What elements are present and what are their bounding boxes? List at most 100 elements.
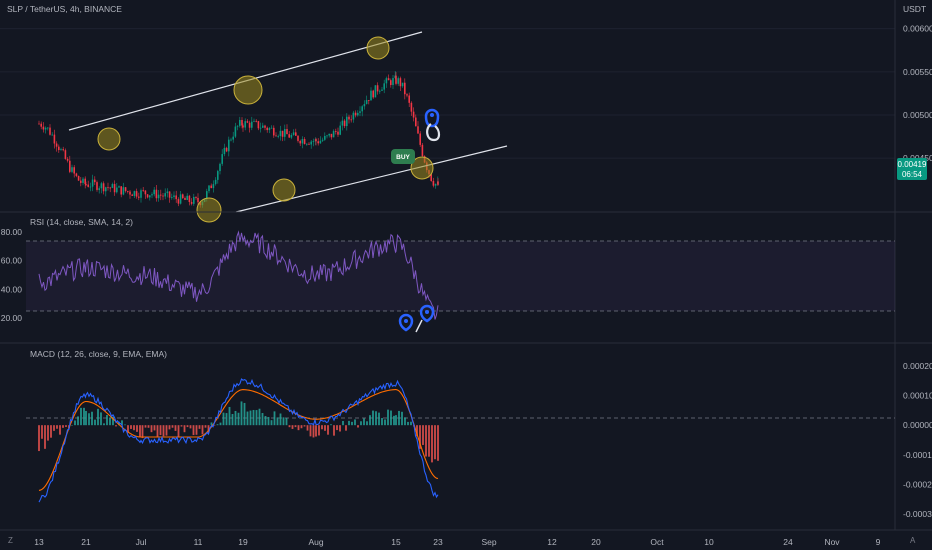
time-tick-label: 21 bbox=[81, 537, 91, 547]
macd-histogram-bar bbox=[94, 419, 96, 426]
candle-body bbox=[186, 195, 188, 200]
candle-body bbox=[58, 146, 60, 151]
candle-body bbox=[401, 82, 404, 87]
candle-body bbox=[197, 197, 199, 203]
buy-marker[interactable]: BUY bbox=[391, 149, 415, 164]
candle-body bbox=[390, 80, 392, 86]
candle-body bbox=[55, 143, 58, 147]
macd-axis[interactable]: 0.00020 0.00010 0.00000 -0.00010 -0.00020 -0.… bbox=[903, 361, 932, 519]
macd-histogram-bar bbox=[327, 425, 329, 435]
candle-body bbox=[140, 190, 142, 198]
time-tick-label: 15 bbox=[391, 537, 401, 547]
candle-body bbox=[100, 183, 103, 189]
auto-scale-button[interactable]: A bbox=[910, 536, 916, 545]
macd-histogram-bar bbox=[404, 417, 406, 426]
macd-histogram-bar bbox=[222, 412, 225, 426]
drawing-stroke bbox=[415, 319, 423, 333]
last-price-value: 0.00419 bbox=[898, 160, 927, 169]
candle-body bbox=[244, 121, 246, 128]
candle-body bbox=[160, 194, 162, 196]
rsi-pane[interactable]: 80.00 60.00 40.00 20.00 RSI (14, close, SMA… bbox=[1, 217, 895, 333]
macd-histogram-bar bbox=[100, 412, 102, 426]
macd-histogram-bar bbox=[419, 425, 421, 449]
rsi-axis[interactable]: 80.00 60.00 40.00 20.00 bbox=[1, 227, 23, 323]
candle-body bbox=[412, 111, 415, 118]
candle-body bbox=[292, 132, 295, 135]
macd-histogram-bar bbox=[428, 425, 430, 457]
candle-body bbox=[259, 127, 262, 129]
macd-histogram-bar bbox=[437, 425, 439, 461]
macd-histogram-bar bbox=[198, 425, 201, 429]
candle-body bbox=[312, 141, 315, 143]
macd-tick-label: -0.00010 bbox=[903, 450, 932, 460]
price-tick-label: 0.00600 bbox=[903, 24, 932, 34]
time-axis[interactable]: 13 21 Jul 11 19 Aug 15 23 Sep 12 20 Oct 10 24 Nov 9 bbox=[34, 537, 880, 547]
macd-line bbox=[38, 378, 439, 503]
candle-body bbox=[381, 89, 383, 91]
candle-body bbox=[299, 140, 301, 144]
macd-histogram-bar bbox=[192, 425, 195, 436]
highlight-circle bbox=[366, 36, 390, 60]
candle-body bbox=[182, 194, 184, 199]
bar-countdown: 06:54 bbox=[902, 170, 923, 179]
time-tick-label: Aug bbox=[308, 537, 323, 547]
macd-histogram-bar bbox=[109, 417, 111, 426]
time-tick-label: Nov bbox=[824, 537, 840, 547]
macd-histogram-bar bbox=[309, 425, 312, 437]
candle-body bbox=[230, 139, 232, 141]
candle-body bbox=[195, 197, 197, 198]
candle-body bbox=[127, 191, 129, 192]
candle-body bbox=[91, 179, 94, 187]
candle-body bbox=[379, 90, 381, 92]
candle-body bbox=[248, 122, 251, 128]
highlight-circle bbox=[97, 127, 121, 151]
time-tick-label: 23 bbox=[433, 537, 443, 547]
macd-histogram-bar bbox=[91, 411, 93, 426]
macd-histogram-bar bbox=[348, 420, 350, 426]
candle-body bbox=[225, 147, 228, 152]
macd-histogram-bar bbox=[80, 407, 82, 426]
price-tick-label: 0.00550 bbox=[903, 67, 932, 77]
rsi-tick-label: 20.00 bbox=[1, 313, 23, 323]
macd-histogram-bar bbox=[219, 422, 222, 426]
macd-histogram-bar bbox=[124, 424, 126, 426]
macd-histogram-bar bbox=[65, 425, 67, 427]
candle-body bbox=[432, 180, 435, 186]
macd-histogram-bar bbox=[339, 425, 341, 432]
macd-histogram-bar bbox=[354, 419, 356, 426]
candle-body bbox=[268, 128, 271, 131]
macd-histogram-bar bbox=[228, 406, 231, 426]
candle-body bbox=[337, 131, 339, 135]
macd-pane[interactable]: 0.00020 0.00010 0.00000 -0.00010 -0.00020 -0.… bbox=[26, 349, 932, 519]
macd-histogram-bar bbox=[255, 410, 258, 426]
macd-histogram-bar bbox=[285, 418, 288, 426]
map-pin-icon bbox=[419, 304, 435, 323]
candle-body bbox=[179, 194, 182, 204]
macd-histogram-bar bbox=[150, 425, 153, 433]
macd-histogram-bar bbox=[258, 408, 261, 426]
time-tick-label: 13 bbox=[34, 537, 44, 547]
macd-histogram-bar bbox=[115, 425, 117, 427]
macd-histogram-bar bbox=[144, 425, 147, 428]
macd-histogram-bar bbox=[210, 422, 213, 426]
macd-histogram-bar bbox=[387, 409, 389, 426]
macd-histogram-bar bbox=[186, 425, 189, 428]
candle-body bbox=[281, 130, 284, 137]
candle-body bbox=[109, 187, 111, 189]
candle-body bbox=[214, 179, 217, 185]
candle-body bbox=[370, 90, 372, 101]
price-tick-label: 0.00500 bbox=[903, 110, 932, 120]
zoom-button[interactable]: Z bbox=[8, 536, 13, 545]
candle-body bbox=[53, 134, 56, 144]
macd-histogram-bar bbox=[240, 401, 243, 426]
time-tick-label: Jul bbox=[136, 537, 147, 547]
candle-body bbox=[208, 185, 210, 192]
candle-body bbox=[421, 144, 424, 157]
macd-histogram-bar bbox=[336, 425, 338, 431]
candle-body bbox=[346, 116, 348, 127]
highlight-circle bbox=[272, 178, 296, 202]
time-tick-label: 12 bbox=[547, 537, 557, 547]
candle-body bbox=[111, 184, 114, 188]
